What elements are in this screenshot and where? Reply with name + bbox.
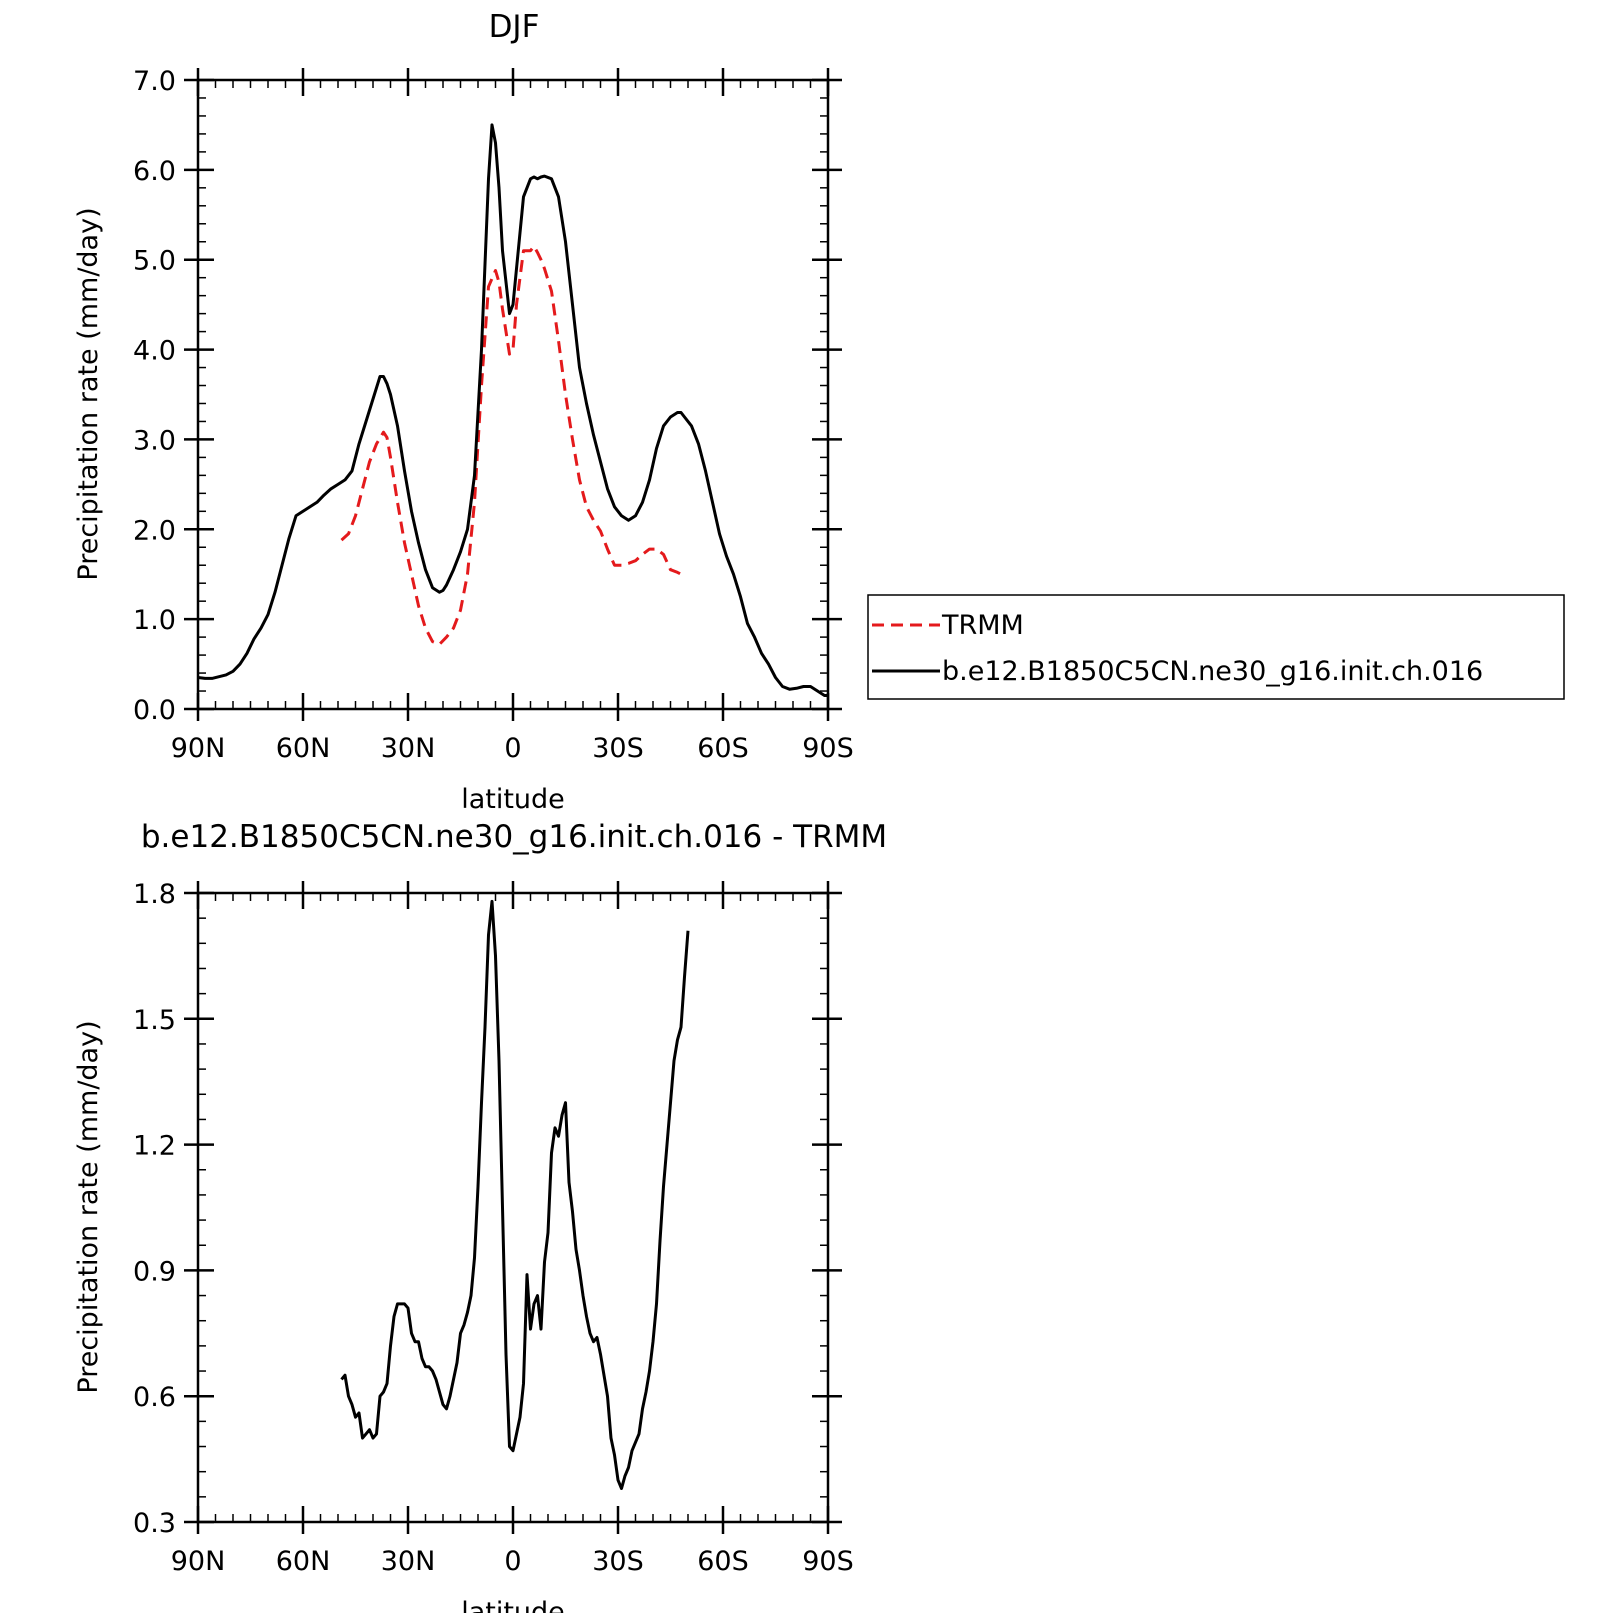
panel-top-title: DJF [489, 9, 540, 45]
y-tick-label: 4.0 [133, 336, 176, 367]
legend: TRMM b.e12.B1850C5CN.ne30_g16.init.ch.01… [867, 594, 1565, 700]
y-tick-label: 3.0 [133, 425, 176, 456]
panel-bottom-frame [196, 891, 830, 1524]
panel-bottom: b.e12.B1850C5CN.ne30_g16.init.ch.016 - T… [73, 819, 887, 1613]
series-line-trmm [340, 244, 685, 646]
y-tick-label: 7.0 [133, 66, 176, 97]
x-tick-label: 90N [171, 733, 226, 764]
y-tick-label: 0.9 [133, 1256, 176, 1287]
x-tick-label: 60S [697, 1546, 749, 1577]
panel-top-y-axis-label: Precipitation rate (mm/day) [73, 207, 104, 580]
x-tick-label: 30N [381, 1546, 436, 1577]
x-tick-label: 90S [802, 1546, 854, 1577]
y-tick-label: 2.0 [133, 515, 176, 546]
x-tick-label: 60N [276, 733, 331, 764]
x-tick-label: 30N [381, 733, 436, 764]
y-tick-label: 1.0 [133, 605, 176, 636]
panel-bottom-y-axis-label: Precipitation rate (mm/day) [73, 1020, 104, 1393]
y-tick-label: 6.0 [133, 156, 176, 187]
x-tick-label: 60S [697, 733, 749, 764]
panel-bottom-axes: 90N 60N 30N 0 30S 60S 90S 0.3 0.6 0.9 1.2 1.5 1.8 [133, 879, 854, 1577]
panel-bottom-title: b.e12.B1850C5CN.ne30_g16.init.ch.016 - T… [141, 819, 887, 855]
panel-top-series [197, 123, 828, 697]
series-line-difference [340, 899, 690, 1490]
series-line-b-e12-b1850c5cn-ne30-g16-init-ch-016 [197, 123, 828, 697]
panel-top-axes: 90N 60N 30N 0 30S 60S 90S 0.0 1.0 2.0 3.0 4.0 5.0 6.0… [133, 66, 854, 764]
x-tick-label: 30S [592, 733, 644, 764]
y-tick-label: 1.8 [133, 879, 176, 910]
x-tick-label: 90N [171, 1546, 226, 1577]
y-tick-label: 0.6 [133, 1382, 176, 1413]
y-tick-label: 5.0 [133, 246, 176, 277]
x-tick-label: 30S [592, 1546, 644, 1577]
x-tick-label: 90S [802, 733, 854, 764]
x-tick-label: 0 [504, 733, 521, 764]
y-tick-label: 0.3 [133, 1508, 176, 1539]
panel-top: DJF 90N 60N 30N 0 30S 60S 90S 0.0 1.0 2.0 3.0 4.0 5.… [73, 9, 854, 815]
panel-bottom-x-axis-label: latitude [461, 1597, 565, 1613]
panel-top-x-axis-label: latitude [461, 784, 565, 815]
panel-bottom-series [340, 899, 690, 1490]
panel-top-frame [196, 78, 830, 711]
y-tick-label: 1.5 [133, 1005, 176, 1036]
y-tick-label: 0.0 [133, 695, 176, 726]
legend-label-trmm: TRMM [941, 610, 1024, 641]
x-tick-label: 0 [504, 1546, 521, 1577]
x-tick-label: 60N [276, 1546, 331, 1577]
legend-box [867, 594, 1565, 700]
y-tick-label: 1.2 [133, 1131, 176, 1162]
legend-label-model: b.e12.B1850C5CN.ne30_g16.init.ch.016 [942, 656, 1483, 687]
